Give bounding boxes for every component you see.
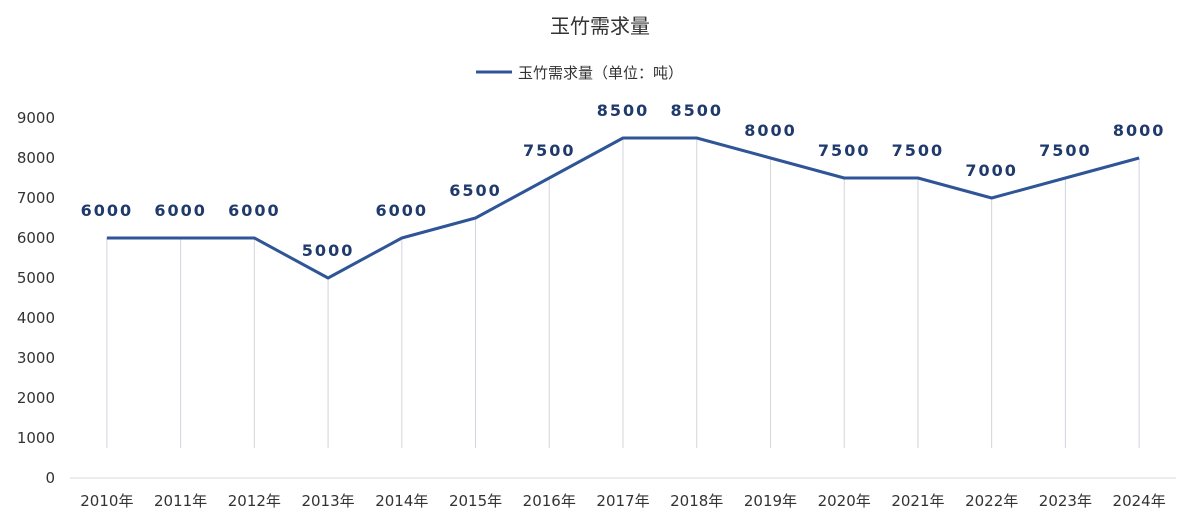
data-label: 6000 (154, 201, 207, 220)
x-tick-label: 2018年 (670, 492, 723, 510)
x-tick-label: 2023年 (1039, 492, 1092, 510)
x-tick-label: 2020年 (818, 492, 871, 510)
legend: 玉竹需求量（单位：吨） (476, 64, 683, 82)
x-tick-label: 2011年 (154, 492, 207, 510)
series-line (106, 136, 1140, 280)
data-label: 7500 (892, 141, 945, 160)
x-tick-label: 2012年 (228, 492, 281, 510)
y-tick-label: 1000 (17, 429, 55, 447)
x-axis: 2010年 2011年 2012年 2013年 2014年 2015年 2016年 2017年… (80, 492, 1165, 510)
data-label: 8000 (1113, 121, 1166, 140)
data-label: 6500 (449, 181, 502, 200)
data-label: 7500 (818, 141, 871, 160)
y-tick-label: 9000 (17, 109, 55, 127)
series-group (106, 136, 1140, 280)
y-tick-label: 5000 (17, 269, 55, 287)
data-label: 8000 (744, 121, 797, 140)
data-label: 7500 (1039, 141, 1092, 160)
data-label: 6000 (81, 201, 134, 220)
data-label: 5000 (302, 241, 355, 260)
y-axis: 0 1000 2000 3000 4000 5000 6000 7000 8000 9000 (17, 109, 55, 487)
x-tick-label: 2013年 (301, 492, 354, 510)
legend-label: 玉竹需求量（单位：吨） (518, 64, 683, 82)
y-tick-label: 8000 (17, 149, 55, 167)
x-tick-label: 2019年 (744, 492, 797, 510)
x-tick-label: 2015年 (449, 492, 502, 510)
y-tick-label: 7000 (17, 189, 55, 207)
y-tick-label: 4000 (17, 309, 55, 327)
data-label: 8500 (597, 101, 650, 120)
chart-title: 玉竹需求量 (550, 14, 650, 38)
y-tick-label: 3000 (17, 349, 55, 367)
y-tick-label: 0 (45, 469, 55, 487)
x-tick-label: 2014年 (375, 492, 428, 510)
x-tick-label: 2017年 (596, 492, 649, 510)
data-label: 7000 (965, 161, 1018, 180)
data-labels: 6000 6000 6000 5000 6000 6500 7500 8500 8500 8000… (81, 101, 1166, 260)
drop-lines (106, 138, 1140, 448)
x-tick-label: 2010年 (80, 492, 133, 510)
x-tick-label: 2016年 (523, 492, 576, 510)
y-tick-label: 2000 (17, 389, 55, 407)
y-tick-label: 6000 (17, 229, 55, 247)
data-label: 6000 (376, 201, 429, 220)
x-tick-label: 2022年 (965, 492, 1018, 510)
data-label: 6000 (228, 201, 281, 220)
x-tick-label: 2024年 (1113, 492, 1166, 510)
data-label: 8500 (670, 101, 723, 120)
data-label: 7500 (523, 141, 576, 160)
x-tick-label: 2021年 (891, 492, 944, 510)
